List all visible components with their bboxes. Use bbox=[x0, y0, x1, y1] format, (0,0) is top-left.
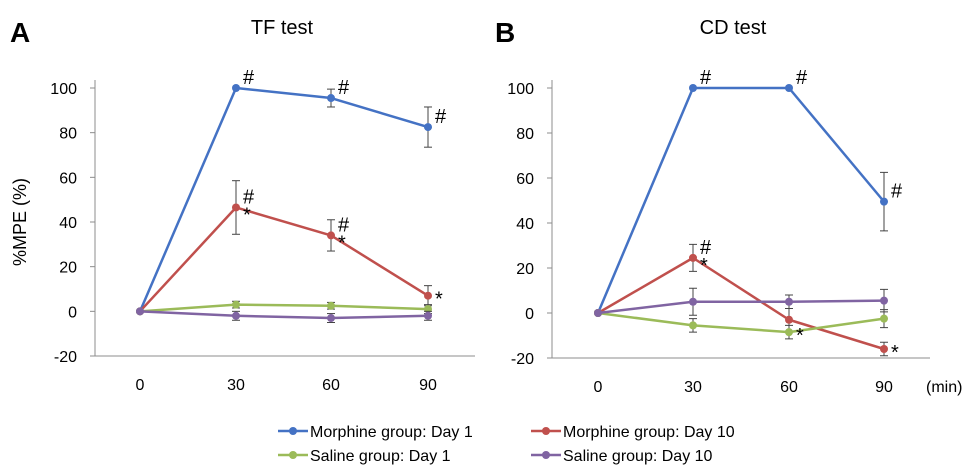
x-tick-label: 0 bbox=[594, 379, 603, 396]
panel-A: A TF test -20 0 20 40 60 80 100 0 30 60 90 %MPE (%) # #… bbox=[10, 17, 475, 394]
x-tick-label: 60 bbox=[780, 379, 798, 396]
significance-mark: # bbox=[338, 77, 350, 99]
significance-mark: # bbox=[243, 186, 255, 208]
y-tick-label: 0 bbox=[525, 306, 534, 323]
panel-label: A bbox=[10, 17, 30, 48]
legend: Morphine group: Day 1 Morphine group: Day… bbox=[278, 424, 735, 465]
y-tick-label: 100 bbox=[507, 81, 534, 98]
data-point bbox=[880, 296, 888, 305]
series-line bbox=[139, 206, 429, 313]
data-point bbox=[785, 297, 793, 306]
data-point bbox=[880, 197, 888, 206]
panel-title: CD test bbox=[700, 17, 767, 39]
data-point bbox=[424, 291, 432, 300]
y-tick-label: 40 bbox=[59, 215, 77, 232]
significance-mark: * bbox=[243, 204, 251, 226]
data-point bbox=[327, 231, 335, 240]
legend-marker bbox=[289, 427, 297, 435]
legend-label: Morphine group: Day 10 bbox=[563, 424, 735, 441]
data-point bbox=[785, 328, 793, 337]
y-tick-label: 40 bbox=[516, 216, 534, 233]
series-line bbox=[596, 86, 885, 314]
significance-mark: # bbox=[700, 67, 712, 89]
x-tick-label: 0 bbox=[136, 377, 145, 394]
y-axis-label: %MPE (%) bbox=[10, 178, 30, 266]
significance-mark: # bbox=[338, 214, 350, 236]
series-2: #* #** bbox=[136, 180, 443, 316]
x-tick-label: 30 bbox=[227, 377, 245, 394]
legend-label: Saline group: Day 10 bbox=[563, 448, 713, 465]
legend-label: Saline group: Day 1 bbox=[310, 448, 451, 465]
series-line bbox=[597, 299, 885, 315]
data-point bbox=[136, 307, 144, 316]
data-point bbox=[689, 321, 697, 330]
x-tick-label: 90 bbox=[875, 379, 893, 396]
significance-mark: # bbox=[891, 181, 903, 203]
data-point bbox=[327, 314, 335, 323]
significance-mark: # bbox=[243, 67, 255, 89]
data-point bbox=[232, 300, 240, 309]
y-tick-label: -20 bbox=[511, 351, 534, 368]
series-3: * bbox=[594, 309, 888, 347]
legend-item: Saline group: Day 1 bbox=[278, 448, 451, 465]
data-point bbox=[880, 314, 888, 323]
panel-label: B bbox=[495, 17, 515, 48]
significance-mark: * bbox=[891, 342, 899, 364]
legend-marker bbox=[542, 427, 550, 435]
data-point bbox=[327, 94, 335, 103]
y-tick-label: 80 bbox=[516, 126, 534, 143]
data-point bbox=[689, 84, 697, 92]
significance-mark: * bbox=[700, 255, 708, 277]
data-point bbox=[689, 297, 697, 306]
data-point bbox=[232, 311, 240, 320]
y-tick-label: 100 bbox=[50, 81, 77, 98]
data-point bbox=[594, 309, 602, 317]
legend-marker bbox=[289, 451, 297, 459]
data-point bbox=[785, 315, 793, 324]
y-tick-label: -20 bbox=[54, 349, 77, 366]
x-tick-label: 30 bbox=[684, 379, 702, 396]
legend-item: Saline group: Day 10 bbox=[531, 448, 713, 465]
significance-mark: * bbox=[435, 289, 443, 311]
series-line bbox=[597, 311, 885, 334]
series-line bbox=[139, 310, 429, 320]
y-tick-label: 80 bbox=[59, 126, 77, 143]
series-line bbox=[139, 303, 429, 313]
data-point bbox=[424, 311, 432, 320]
series-1: # # # bbox=[594, 67, 903, 317]
data-point bbox=[880, 345, 888, 353]
data-point bbox=[232, 203, 240, 212]
significance-mark: # bbox=[700, 237, 712, 259]
x-tick-label: 90 bbox=[419, 377, 437, 394]
y-tick-label: 60 bbox=[516, 171, 534, 188]
legend-item: Morphine group: Day 10 bbox=[531, 424, 735, 441]
y-tick-label: 20 bbox=[516, 261, 534, 278]
data-point bbox=[424, 123, 432, 132]
y-tick-label: 0 bbox=[68, 304, 77, 321]
significance-mark: # bbox=[796, 67, 808, 89]
series-4 bbox=[594, 287, 888, 317]
legend-item: Morphine group: Day 1 bbox=[278, 424, 473, 441]
data-point bbox=[785, 84, 793, 92]
x-axis-unit: (min) bbox=[926, 379, 962, 396]
panel-title: TF test bbox=[251, 17, 314, 39]
data-point bbox=[232, 84, 240, 92]
significance-mark: # bbox=[435, 106, 447, 128]
legend-label: Morphine group: Day 1 bbox=[310, 424, 473, 441]
y-tick-label: 20 bbox=[59, 260, 77, 277]
series-line bbox=[597, 256, 885, 351]
significance-mark: * bbox=[338, 232, 346, 254]
x-tick-label: 60 bbox=[322, 377, 340, 394]
legend-marker bbox=[542, 451, 550, 459]
significance-mark: * bbox=[796, 325, 804, 347]
series-4 bbox=[136, 307, 432, 323]
series-line bbox=[138, 86, 429, 312]
series-2: #** bbox=[594, 237, 899, 364]
data-point bbox=[327, 301, 335, 310]
y-tick-label: 60 bbox=[59, 170, 77, 187]
data-point bbox=[689, 253, 697, 262]
